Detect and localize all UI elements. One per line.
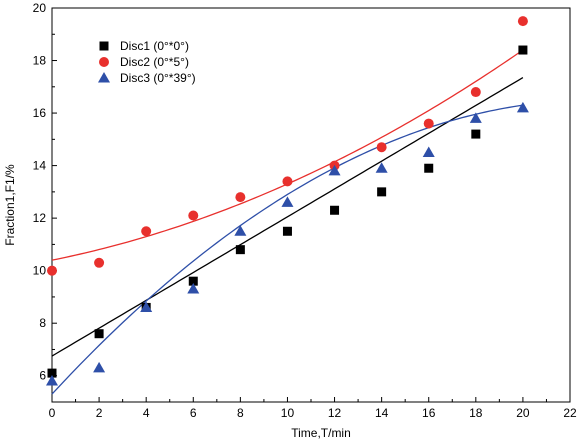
data-point bbox=[140, 301, 153, 312]
data-point bbox=[330, 205, 340, 215]
y-tick-label: 12 bbox=[33, 211, 47, 225]
x-tick-label: 18 bbox=[469, 406, 483, 420]
data-point bbox=[47, 265, 57, 276]
x-tick-label: 14 bbox=[375, 406, 389, 420]
data-point bbox=[469, 112, 482, 123]
data-point bbox=[235, 192, 246, 203]
data-point bbox=[188, 210, 199, 221]
data-point bbox=[141, 226, 152, 237]
x-tick-label: 6 bbox=[190, 406, 197, 420]
fit-curve bbox=[51, 104, 524, 395]
x-tick-label: 0 bbox=[49, 406, 56, 420]
data-point bbox=[516, 101, 529, 113]
plot-area: 0 2 4 6 8 10 12 14 16 18 20 22 6 8 10 12 14 16 18 20 Time,T/… bbox=[3, 1, 577, 440]
legend-marker bbox=[99, 41, 109, 51]
data-point bbox=[93, 361, 106, 373]
legend-marker bbox=[98, 72, 110, 83]
data-point bbox=[282, 176, 293, 187]
data-point bbox=[235, 245, 245, 255]
x-tick-label: 2 bbox=[96, 406, 103, 420]
data-point bbox=[376, 142, 387, 153]
data-point bbox=[94, 257, 105, 268]
data-point bbox=[470, 87, 481, 98]
y-axis-title: Fraction1,F1/% bbox=[3, 164, 17, 246]
y-tick-label: 20 bbox=[33, 1, 47, 15]
y-tick-label: 8 bbox=[39, 316, 46, 330]
y-tick-label: 16 bbox=[33, 106, 47, 120]
data-point bbox=[471, 129, 481, 139]
data-point bbox=[422, 146, 435, 157]
data-point bbox=[234, 225, 247, 236]
x-tick-label: 8 bbox=[237, 406, 244, 420]
data-point bbox=[187, 283, 200, 294]
legend-label: Disc3 (0°*39°) bbox=[120, 71, 196, 85]
data-point bbox=[188, 276, 198, 286]
data-point bbox=[375, 162, 388, 173]
y-tick-label: 10 bbox=[33, 264, 47, 278]
x-tick-label: 16 bbox=[422, 406, 436, 420]
y-tick-label: 14 bbox=[33, 159, 47, 173]
data-point bbox=[377, 187, 387, 197]
data-point bbox=[46, 374, 58, 386]
x-tick-label: 12 bbox=[328, 406, 342, 420]
y-tick-label: 18 bbox=[33, 54, 47, 68]
x-tick-label: 22 bbox=[563, 406, 577, 420]
data-point bbox=[328, 164, 341, 176]
data-point bbox=[281, 196, 294, 207]
x-tick-label: 20 bbox=[516, 406, 530, 420]
data-point bbox=[282, 226, 292, 236]
data-point bbox=[423, 118, 434, 129]
data-point bbox=[94, 329, 104, 339]
data-point bbox=[424, 163, 434, 173]
x-tick-label: 10 bbox=[281, 406, 295, 420]
data-point bbox=[517, 16, 528, 27]
data-point bbox=[518, 45, 528, 55]
legend: Disc1 (0°*0°) Disc2 (0°*5°) Disc3 (0°*39°) bbox=[98, 39, 196, 85]
legend-label: Disc1 (0°*0°) bbox=[120, 39, 189, 53]
legend-label: Disc2 (0°*5°) bbox=[120, 55, 189, 69]
legend-marker bbox=[99, 57, 109, 67]
x-axis-title: Time,T/min bbox=[291, 426, 351, 440]
fit-curve bbox=[51, 77, 524, 357]
y-tick-label: 6 bbox=[39, 369, 46, 383]
data-point bbox=[47, 368, 57, 378]
x-tick-label: 4 bbox=[143, 406, 150, 420]
